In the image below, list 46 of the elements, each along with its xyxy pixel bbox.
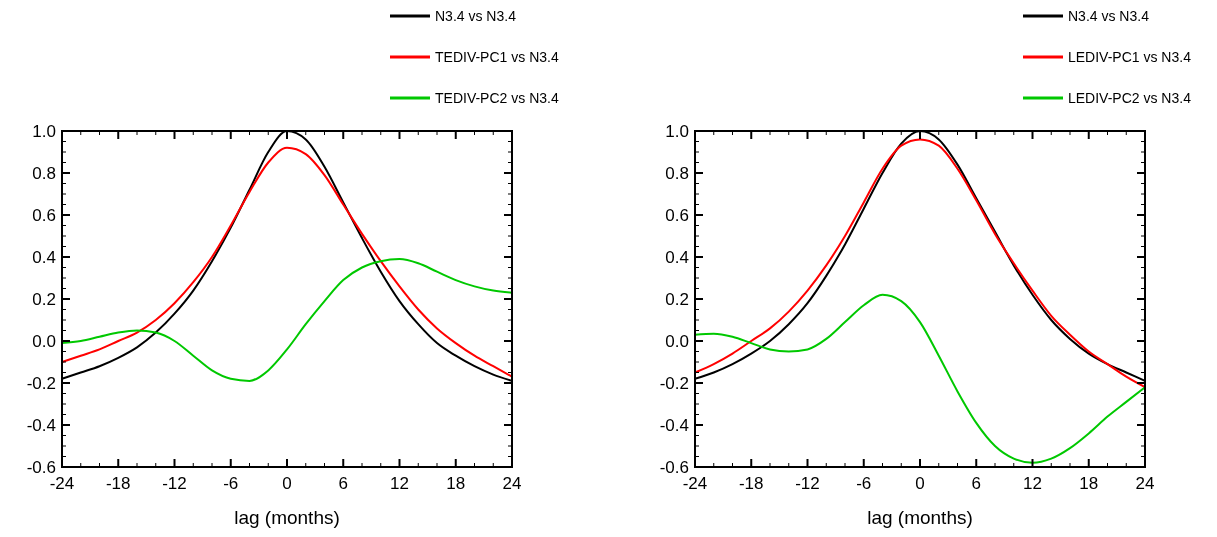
- legend-label: LEDIV-PC1 vs N3.4: [1068, 49, 1192, 65]
- legend-label: N3.4 vs N3.4: [1068, 8, 1150, 24]
- x-tick-label: -18: [105, 474, 131, 493]
- x-tick-label: 12: [1023, 474, 1042, 493]
- y-tick-label: 0.4: [32, 248, 56, 267]
- x-tick-label: -24: [49, 474, 75, 493]
- y-tick-label: 0.2: [665, 290, 689, 309]
- y-tick-label: -0.6: [659, 458, 689, 477]
- legend-label: TEDIV-PC1 vs N3.4: [435, 49, 559, 65]
- line-series: [61, 258, 513, 382]
- y-tick-label: 0.2: [32, 290, 56, 309]
- y-tick-label: 0.0: [665, 332, 689, 351]
- y-tick-label: 0.4: [665, 248, 689, 267]
- x-tick-label: -12: [795, 474, 820, 493]
- legend-label: TEDIV-PC2 vs N3.4: [435, 90, 559, 106]
- x-tick-label: 24: [502, 474, 522, 493]
- x-tick-label: 18: [446, 474, 466, 493]
- x-tick-label: 0: [282, 474, 292, 493]
- y-tick-label: -0.2: [26, 374, 56, 393]
- y-tick-label: 0.8: [32, 164, 56, 183]
- x-tick-label: 6: [971, 474, 981, 493]
- y-tick-label: 1.0: [665, 122, 689, 141]
- y-tick-label: 0.0: [32, 332, 56, 351]
- y-tick-label: -0.6: [26, 458, 56, 477]
- x-tick-label: -6: [223, 474, 239, 493]
- line-series: [694, 293, 1146, 464]
- y-tick-label: 0.8: [665, 164, 689, 183]
- x-tick-label: -12: [162, 474, 187, 493]
- y-tick-label: 0.6: [665, 206, 689, 225]
- x-axis-title: lag (months): [867, 507, 973, 528]
- y-tick-label: -0.2: [659, 374, 689, 393]
- legend-label: LEDIV-PC2 vs N3.4: [1068, 90, 1192, 106]
- y-tick-label: -0.4: [659, 416, 689, 435]
- y-tick-label: 1.0: [32, 122, 56, 141]
- x-tick-label: 12: [390, 474, 409, 493]
- x-tick-label: -24: [682, 474, 708, 493]
- x-tick-label: 6: [338, 474, 348, 493]
- x-tick-label: 24: [1135, 474, 1155, 493]
- x-tick-label: -6: [856, 474, 872, 493]
- legend-label: N3.4 vs N3.4: [435, 8, 517, 24]
- y-tick-label: -0.4: [26, 416, 56, 435]
- x-tick-label: 18: [1079, 474, 1099, 493]
- x-axis-title: lag (months): [234, 507, 340, 528]
- y-tick-label: 0.6: [32, 206, 56, 225]
- x-tick-label: 0: [915, 474, 925, 493]
- x-tick-label: -18: [738, 474, 764, 493]
